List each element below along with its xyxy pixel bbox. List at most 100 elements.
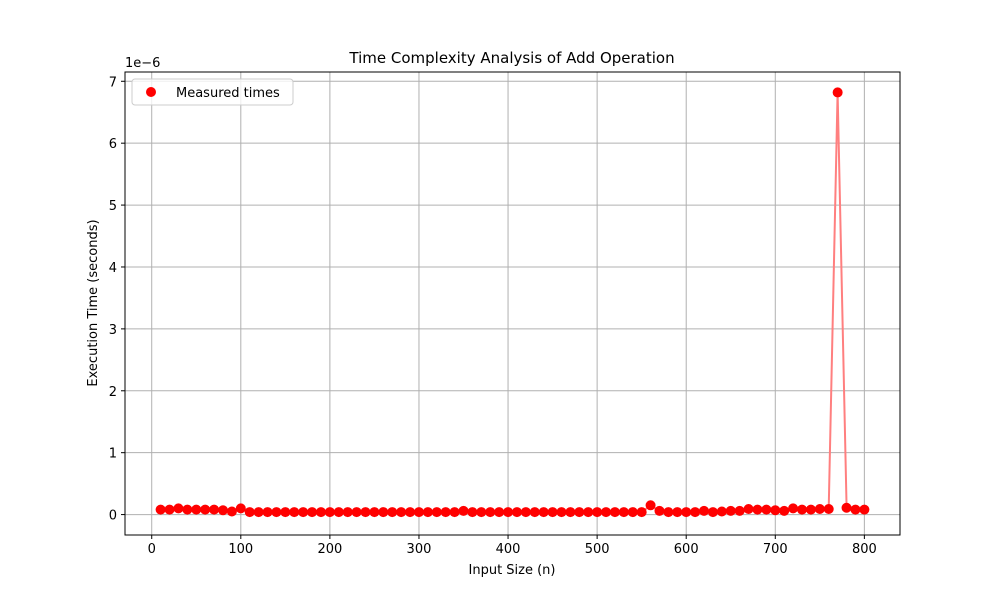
- data-point: [841, 502, 852, 513]
- data-point: [690, 507, 701, 518]
- data-point: [324, 507, 335, 518]
- y-axis-label: Execution Time (seconds): [86, 219, 101, 386]
- axis-ticks: 0 100 200 300 400 500 600 700 800 0 1 2 3 4 5 6 7: [109, 75, 877, 557]
- data-point: [547, 507, 558, 518]
- legend: Measured times: [131, 78, 294, 106]
- data-point: [609, 507, 620, 518]
- data-point: [663, 507, 674, 518]
- data-point: [164, 504, 175, 515]
- data-point: [369, 507, 380, 518]
- data-point: [235, 503, 246, 514]
- x-tick-label: 400: [496, 542, 521, 557]
- data-point: [672, 507, 683, 518]
- data-point: [494, 507, 505, 518]
- x-tick-label: 800: [852, 542, 877, 557]
- data-point: [440, 507, 451, 518]
- legend-box: [131, 78, 294, 106]
- data-point: [387, 507, 398, 518]
- data-point: [618, 507, 629, 518]
- data-point: [556, 507, 567, 518]
- data-point: [770, 505, 781, 516]
- data-point: [529, 507, 540, 518]
- data-point: [244, 507, 255, 518]
- data-point: [271, 507, 282, 518]
- data-point: [832, 87, 843, 98]
- data-point: [814, 504, 825, 515]
- x-tick-label: 100: [228, 542, 253, 557]
- x-tick-label: 200: [317, 542, 342, 557]
- data-point: [155, 504, 166, 515]
- data-point: [200, 504, 211, 515]
- data-point: [413, 507, 424, 518]
- data-point: [298, 507, 309, 518]
- data-point: [538, 507, 549, 518]
- data-point: [788, 503, 799, 514]
- data-point: [805, 504, 816, 515]
- data-point: [467, 507, 478, 518]
- data-point: [707, 507, 718, 518]
- data-point: [458, 505, 469, 516]
- data-point: [360, 507, 371, 518]
- data-point: [431, 507, 442, 518]
- x-tick-label: 300: [407, 542, 432, 557]
- y-axis-offset-label: 1e−6: [125, 56, 160, 71]
- legend-marker: [146, 87, 156, 97]
- data-point: [699, 505, 710, 516]
- data-point: [253, 507, 264, 518]
- data-point: [627, 507, 638, 518]
- data-point: [645, 500, 656, 511]
- x-tick-label: 600: [674, 542, 699, 557]
- y-tick-label: 7: [109, 75, 117, 90]
- data-point: [449, 507, 460, 518]
- data-point: [511, 507, 522, 518]
- plot-data: [155, 87, 870, 518]
- x-tick-label: 0: [148, 542, 156, 557]
- data-point: [681, 507, 692, 518]
- data-point: [209, 504, 220, 515]
- data-point: [779, 505, 790, 516]
- y-tick-label: 5: [109, 199, 117, 214]
- data-point: [743, 504, 754, 515]
- plot-frame: [124, 71, 901, 536]
- chart-title: Time Complexity Analysis of Add Operatio…: [348, 49, 674, 67]
- data-point: [226, 506, 237, 517]
- data-point: [503, 507, 514, 518]
- x-axis-label: Input Size (n): [469, 563, 556, 578]
- data-point: [654, 505, 665, 516]
- data-point: [520, 507, 531, 518]
- data-point: [307, 507, 318, 518]
- data-point: [734, 505, 745, 516]
- data-point: [351, 507, 362, 518]
- data-point: [289, 507, 300, 518]
- data-point: [752, 504, 763, 515]
- data-point: [405, 507, 416, 518]
- data-point: [280, 507, 291, 518]
- data-point: [378, 507, 389, 518]
- y-tick-label: 0: [109, 509, 117, 524]
- x-tick-label: 500: [585, 542, 610, 557]
- data-point: [850, 504, 861, 515]
- data-point: [182, 504, 193, 515]
- legend-label: Measured times: [176, 86, 280, 101]
- data-point: [342, 507, 353, 518]
- data-point: [574, 507, 585, 518]
- data-point: [601, 507, 612, 518]
- data-point: [716, 506, 727, 517]
- data-point: [636, 507, 647, 518]
- data-point: [565, 507, 576, 518]
- data-point: [191, 504, 202, 515]
- data-point: [761, 504, 772, 515]
- data-point: [333, 507, 344, 518]
- data-point: [583, 507, 594, 518]
- y-tick-label: 2: [109, 385, 117, 400]
- data-point: [476, 507, 487, 518]
- data-point: [485, 507, 496, 518]
- data-point: [173, 503, 184, 514]
- y-tick-label: 6: [109, 137, 117, 152]
- data-point: [396, 507, 407, 518]
- data-point: [797, 504, 808, 515]
- data-point: [315, 507, 326, 518]
- x-tick-label: 700: [763, 542, 788, 557]
